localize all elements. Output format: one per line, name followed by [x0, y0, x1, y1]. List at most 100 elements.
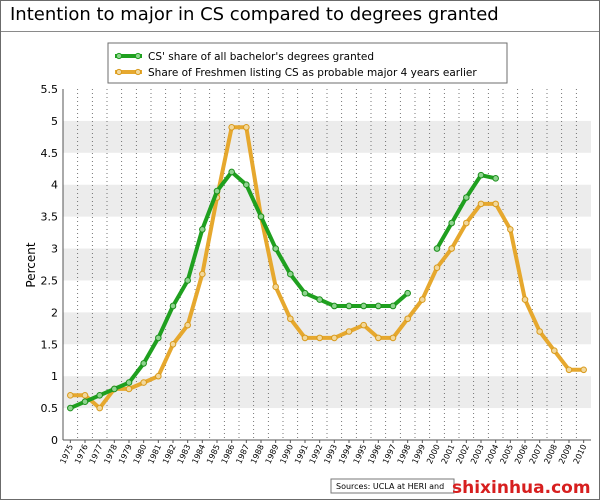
series-degrees	[67, 168, 499, 412]
data-point	[433, 245, 441, 252]
source-note-box	[330, 478, 455, 494]
y-tick-label: 3	[51, 243, 58, 256]
y-tick-labels: 0 0.5 1 1.5 2 2.5 3 3.5 4 4.5 5 5.5	[41, 83, 59, 447]
data-point	[272, 283, 279, 291]
y-tick-label: 5.5	[41, 83, 59, 96]
data-point	[536, 328, 543, 335]
legend: CS' share of all bachelor's degrees gran…	[107, 42, 508, 84]
data-point	[96, 392, 103, 399]
data-point	[155, 372, 162, 380]
legend-label-degrees: CS' share of all bachelor's degrees gran…	[148, 51, 374, 63]
y-tick-label: 2	[51, 306, 58, 319]
data-point	[345, 328, 353, 335]
data-point	[96, 404, 103, 412]
data-point	[463, 194, 470, 201]
y-tick-label: 4.5	[41, 147, 59, 160]
data-point	[228, 123, 235, 131]
series-layer	[67, 123, 587, 412]
data-point	[184, 277, 191, 284]
data-point	[287, 270, 294, 278]
data-point	[140, 379, 147, 386]
grid-band	[63, 120, 591, 153]
data-point	[67, 404, 74, 412]
data-point	[81, 398, 89, 406]
data-point	[463, 219, 470, 227]
legend-marker-freshmen	[134, 68, 142, 76]
data-point	[316, 296, 323, 303]
data-point	[125, 379, 133, 386]
y-tick-label: 4	[51, 179, 58, 192]
legend-box	[107, 42, 508, 84]
data-point	[507, 226, 514, 233]
grid-band	[63, 184, 591, 217]
x-tick-label: 2010	[572, 443, 589, 465]
data-point	[419, 296, 426, 303]
data-point	[243, 123, 250, 131]
axes	[62, 89, 591, 441]
data-point	[301, 334, 309, 342]
data-point	[433, 264, 441, 271]
data-point	[111, 385, 118, 393]
legend-marker-degrees	[134, 52, 142, 60]
data-point	[257, 213, 265, 220]
data-point	[389, 334, 397, 342]
y-tick-label: 0.5	[41, 402, 59, 415]
data-point	[360, 321, 367, 329]
legend-label-freshmen: Share of Freshmen listing CS as probable…	[148, 67, 477, 79]
data-point	[316, 334, 323, 342]
y-tick-label: 2.5	[41, 274, 59, 287]
data-point	[272, 245, 279, 252]
y-tick-label: 3.5	[41, 211, 59, 224]
data-point	[477, 171, 485, 179]
y-tick-label: 5	[51, 115, 58, 128]
x-tick-labels: 1975197619771978197919801981198219831984…	[58, 440, 588, 465]
y-tick-label: 1.5	[41, 338, 59, 351]
title-bar: Intention to major in CS compared to deg…	[1, 1, 599, 32]
data-point	[448, 245, 455, 252]
data-point	[492, 175, 499, 182]
data-point	[287, 315, 294, 323]
data-point	[375, 302, 382, 310]
data-point	[360, 302, 367, 310]
legend-marker-degrees	[115, 52, 123, 60]
data-point	[404, 289, 411, 297]
data-point	[565, 366, 573, 374]
data-point	[155, 334, 162, 342]
data-point	[81, 392, 89, 399]
data-point	[331, 302, 338, 310]
vertical-gridlines	[77, 89, 577, 440]
data-point	[551, 347, 558, 354]
data-point	[243, 181, 250, 189]
source-note: Sources: UCLA at HERI and	[330, 478, 455, 494]
data-point	[389, 302, 397, 310]
data-point	[301, 289, 309, 297]
data-point	[67, 392, 74, 399]
watermark: shixinhua.com	[452, 478, 591, 498]
data-point	[492, 200, 499, 208]
source-note-text: Sources: UCLA at HERI and	[336, 482, 444, 491]
data-point	[199, 270, 206, 278]
data-point	[228, 168, 235, 176]
watermark-url: shixinhua.com	[452, 478, 591, 498]
data-point	[404, 315, 411, 323]
data-point	[125, 385, 133, 393]
data-point	[169, 302, 177, 310]
data-point	[140, 360, 147, 367]
y-tick-label: 1	[51, 370, 58, 383]
data-point	[199, 226, 206, 233]
data-point	[169, 340, 177, 348]
data-point	[345, 302, 353, 310]
chart-title: Intention to major in CS compared to deg…	[10, 4, 499, 25]
y-tick-label: 0	[51, 434, 58, 447]
data-point	[448, 219, 455, 227]
data-point	[213, 187, 221, 195]
data-point	[521, 296, 529, 303]
data-point	[477, 200, 485, 208]
y-axis-label: Percent	[24, 242, 38, 287]
data-point	[375, 334, 382, 342]
legend-marker-freshmen	[115, 68, 123, 76]
data-point	[580, 366, 587, 374]
data-point	[184, 321, 191, 329]
data-point	[331, 334, 338, 342]
